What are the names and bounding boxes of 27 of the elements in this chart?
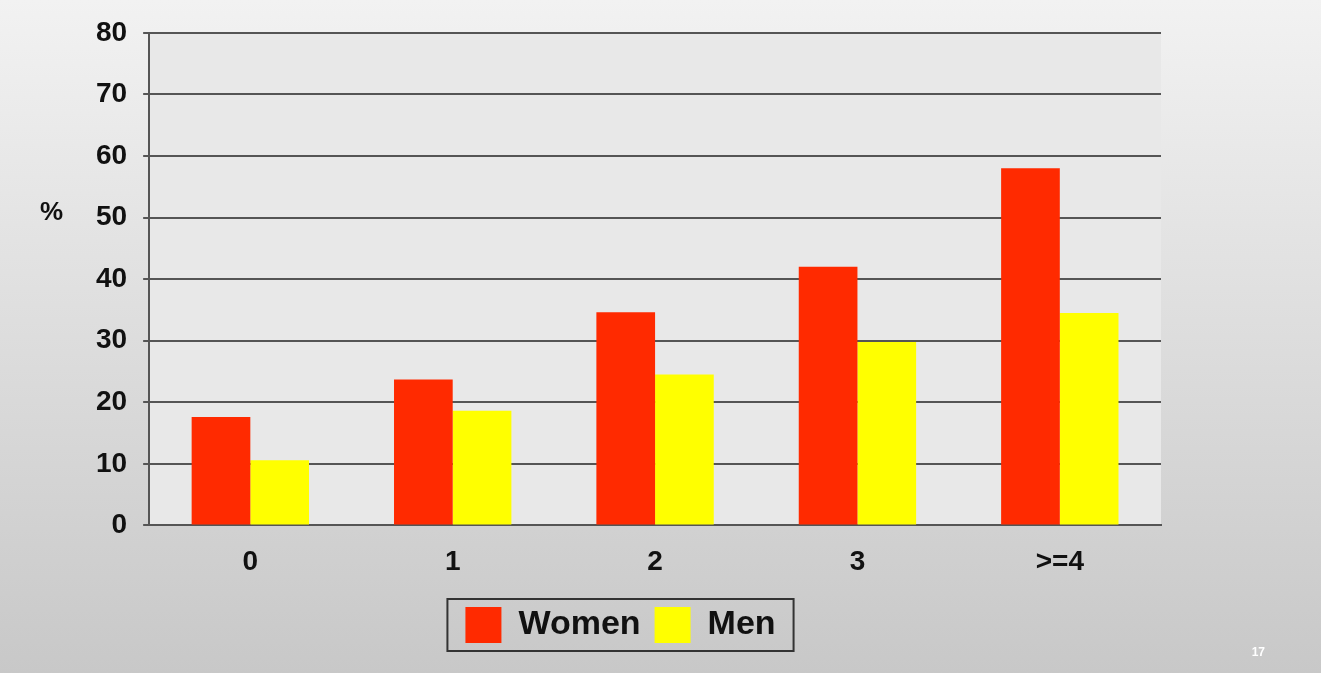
bar (452, 410, 512, 525)
y-tick-label: 20 (95, 384, 128, 416)
legend-label: Men (707, 603, 776, 642)
legend-label: Women (518, 603, 641, 642)
y-tick-label: 30 (95, 323, 128, 355)
x-tick-label: 3 (849, 544, 866, 576)
bar (250, 460, 310, 525)
bar (394, 379, 453, 525)
bar (798, 266, 858, 525)
bar (1001, 168, 1060, 525)
x-tick-label: 2 (647, 544, 663, 576)
x-tick-label: 0 (242, 544, 259, 576)
y-tick-label: 70 (95, 77, 128, 109)
y-tick-label: 60 (95, 138, 128, 170)
bar (191, 417, 251, 525)
y-tick-label: 40 (95, 261, 128, 293)
y-tick-label: 10 (95, 446, 128, 478)
y-tick-label: 80 (95, 15, 128, 47)
bar (857, 341, 917, 525)
x-tick-label: 1 (444, 544, 461, 576)
y-tick-label: 0 (111, 508, 128, 540)
x-tick-label: >=4 (1035, 544, 1085, 576)
y-axis-title: % (40, 196, 64, 227)
y-tick-label: 50 (95, 200, 128, 232)
bar (655, 374, 714, 525)
bar (596, 312, 656, 525)
bar (1059, 312, 1119, 525)
